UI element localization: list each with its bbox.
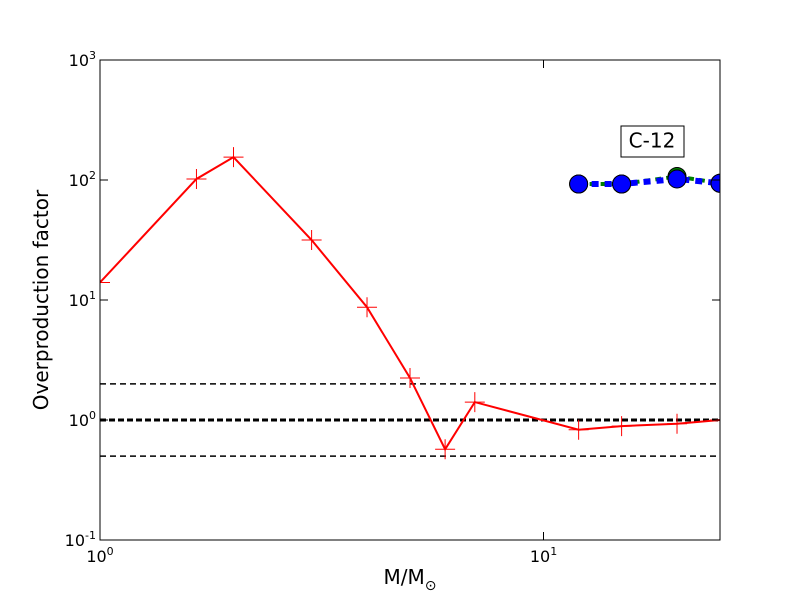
data-marker (186, 168, 207, 189)
annotation-box (620, 125, 685, 158)
data-marker (611, 416, 632, 437)
tick-label-exp: 1 (550, 545, 557, 558)
tick-label-exp: 1 (89, 289, 96, 302)
tick-label-base: 10 (69, 51, 89, 70)
data-marker (667, 413, 688, 434)
tick-label: 103 (69, 49, 96, 70)
data-marker (612, 174, 632, 194)
tick-label-base: 10 (69, 171, 89, 190)
data-marker (569, 174, 589, 194)
data-marker (435, 439, 456, 460)
data-marker (710, 173, 720, 193)
tick-label-exp: 0 (89, 409, 96, 422)
data-marker (464, 392, 485, 413)
tick-label: 102 (69, 169, 96, 190)
tick-label-exp: 0 (107, 545, 114, 558)
tick-label-exp: 2 (89, 169, 96, 182)
x-axis-label-main: M/M (384, 565, 425, 589)
tick-label: 100 (86, 545, 113, 566)
data-marker (100, 272, 110, 293)
tick-label: 101 (69, 289, 96, 310)
data-marker (667, 169, 687, 189)
tick-label: 101 (530, 545, 557, 566)
tick-label-exp: 3 (89, 49, 96, 62)
data-marker (568, 419, 589, 440)
data-marker (357, 297, 378, 318)
tick-label-base: 10 (530, 547, 550, 566)
tick-label-base: 10 (69, 411, 89, 430)
tick-label: 10-1 (65, 529, 96, 550)
plot-area (100, 147, 720, 460)
annotation: C-12 (629, 129, 676, 153)
x-axis-label: M/M⊙ (384, 565, 437, 594)
tick-label-base: 10 (69, 291, 89, 310)
data-marker (400, 367, 420, 388)
x-axis-label-sub: ⊙ (425, 578, 437, 594)
tick-label-exp: -1 (85, 529, 96, 542)
series-line (578, 175, 720, 188)
tick-label-base: 10 (86, 547, 106, 566)
data-marker (301, 230, 322, 251)
data-marker (223, 147, 244, 168)
y-axis-label: Overproduction factor (29, 189, 53, 410)
tick-label: 100 (69, 409, 96, 430)
tick-label-base: 10 (65, 531, 85, 550)
